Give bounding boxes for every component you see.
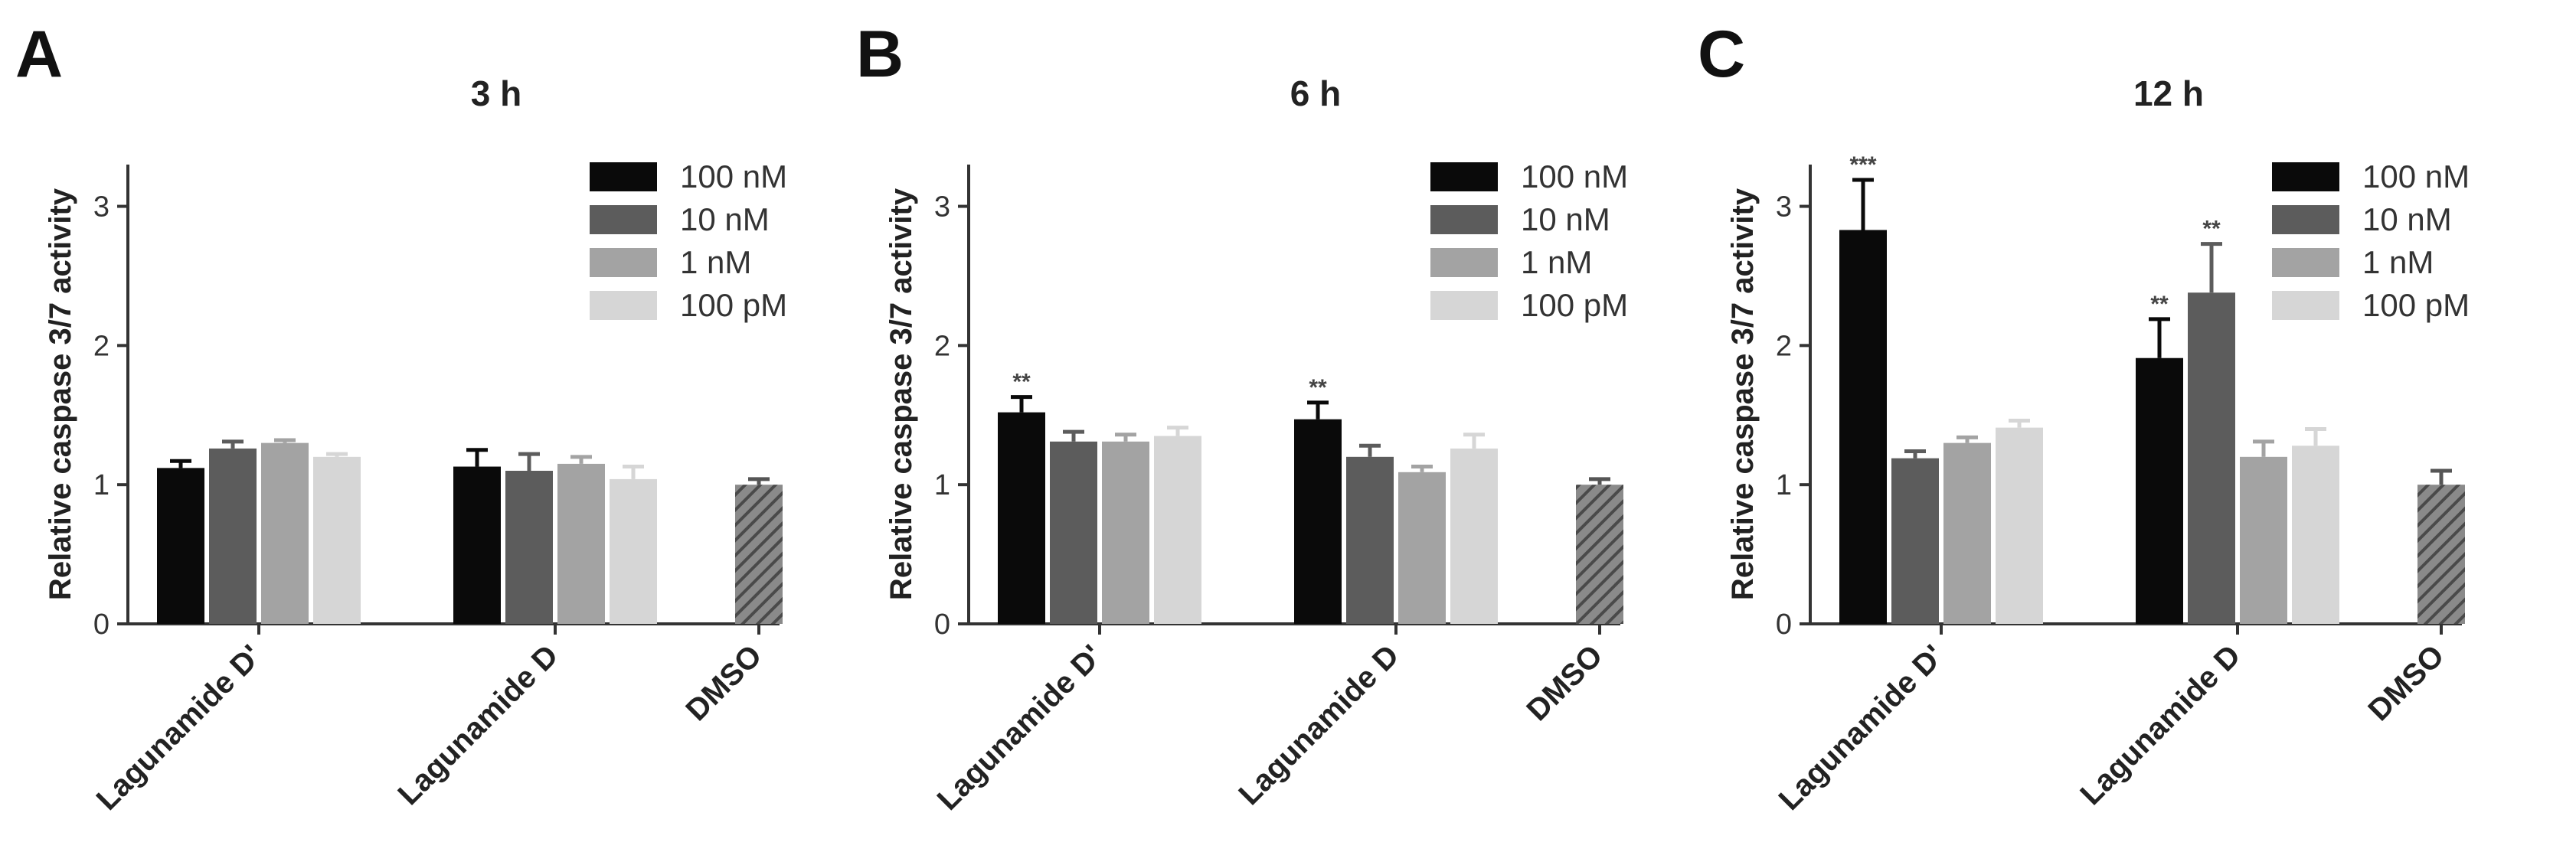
x-category-label: DMSO — [679, 638, 768, 727]
bar — [998, 412, 1045, 624]
y-axis-label: Relative caspase 3/7 activity — [44, 188, 77, 600]
bar — [1346, 456, 1394, 624]
bar — [1996, 427, 2043, 624]
legend-label: 10 nM — [1521, 201, 1610, 237]
y-tick-label: 1 — [934, 469, 950, 501]
x-category-label: Lagunamide D — [2074, 638, 2247, 811]
y-axis-label: Relative caspase 3/7 activity — [884, 188, 918, 600]
bar — [2136, 357, 2183, 624]
x-category-label: Lagunamide D' — [931, 638, 1110, 817]
significance-label: ** — [2150, 292, 2169, 317]
bar — [453, 466, 501, 624]
x-category-label: Lagunamide D — [1232, 638, 1405, 811]
bar — [610, 478, 657, 624]
bar — [557, 463, 605, 624]
y-tick-label: 3 — [1776, 191, 1792, 224]
bar — [1943, 442, 1991, 624]
y-tick-label: 0 — [934, 609, 950, 641]
legend-swatch — [590, 162, 657, 191]
legend-swatch — [1430, 248, 1498, 277]
legend-label: 100 pM — [2362, 287, 2470, 323]
bar — [1154, 436, 1201, 624]
bar — [157, 468, 204, 624]
legend-label: 100 pM — [1521, 287, 1628, 323]
bar — [1839, 230, 1887, 624]
legend-label: 10 nM — [2362, 201, 2452, 237]
chart-title: 6 h — [1290, 73, 1341, 113]
y-tick-label: 0 — [93, 609, 110, 641]
bar — [209, 448, 257, 624]
significance-label: *** — [1849, 152, 1876, 178]
bar — [1294, 419, 1342, 624]
legend-label: 1 nM — [1521, 244, 1592, 280]
y-tick-label: 0 — [1776, 609, 1792, 641]
chart-panel-a: A 3 h Relative caspase 3/7 activity 0 1 2 3 Lag… — [15, 18, 787, 817]
y-tick-label: 2 — [93, 330, 110, 362]
y-tick-label: 2 — [1776, 330, 1792, 362]
y-axis-label: Relative caspase 3/7 activity — [1726, 188, 1760, 600]
y-tick-label: 1 — [1776, 469, 1792, 501]
bar — [1576, 485, 1623, 624]
legend-label: 1 nM — [680, 244, 751, 280]
panel-letter: A — [15, 18, 63, 91]
bar — [2188, 292, 2235, 624]
x-category-label: DMSO — [2362, 638, 2450, 727]
bar — [313, 456, 361, 624]
bar — [735, 485, 783, 624]
bar — [1102, 441, 1149, 624]
x-category-label: Lagunamide D' — [90, 638, 269, 817]
significance-label: ** — [2202, 217, 2221, 242]
bar — [1398, 472, 1446, 624]
legend-swatch — [2272, 205, 2339, 234]
legend-label: 100 nM — [2362, 158, 2470, 194]
chart-title: 12 h — [2133, 73, 2204, 113]
x-category-label: Lagunamide D' — [1773, 638, 1951, 817]
chart-title: 3 h — [471, 73, 521, 113]
significance-label: ** — [1309, 375, 1327, 400]
significance-label: ** — [1012, 370, 1031, 395]
chart-panel-b: B 6 h Relative caspase 3/7 activity 0 1 2 3 ** L… — [856, 18, 1628, 817]
y-tick-label: 3 — [934, 191, 950, 224]
legend-swatch — [590, 291, 657, 320]
legend-label: 1 nM — [2362, 244, 2434, 280]
legend-swatch — [2272, 291, 2339, 320]
legend-swatch — [1430, 205, 1498, 234]
bar — [261, 442, 309, 624]
x-category-label: Lagunamide D — [391, 638, 564, 811]
legend-swatch — [1430, 162, 1498, 191]
bar — [1891, 458, 1939, 624]
x-category-label: DMSO — [1520, 638, 1609, 727]
legend-label: 10 nM — [680, 201, 770, 237]
legend-swatch — [590, 205, 657, 234]
legend-swatch — [2272, 162, 2339, 191]
bar — [1050, 441, 1097, 624]
legend-label: 100 pM — [680, 287, 787, 323]
y-tick-label: 1 — [93, 469, 110, 501]
y-tick-label: 3 — [93, 191, 110, 224]
legend-label: 100 nM — [1521, 158, 1628, 194]
panel-letter: C — [1698, 18, 1745, 91]
bar — [2417, 485, 2465, 624]
chart-panel-c: C 12 h Relative caspase 3/7 activity 0 1 2 3 **… — [1698, 18, 2470, 817]
legend-swatch — [2272, 248, 2339, 277]
bar — [1450, 448, 1498, 624]
legend-label: 100 nM — [680, 158, 787, 194]
legend-swatch — [1430, 291, 1498, 320]
bar — [2292, 446, 2339, 624]
bar — [505, 471, 553, 624]
bar — [2240, 456, 2287, 624]
legend-swatch — [590, 248, 657, 277]
y-tick-label: 2 — [934, 330, 950, 362]
panel-letter: B — [856, 18, 904, 91]
